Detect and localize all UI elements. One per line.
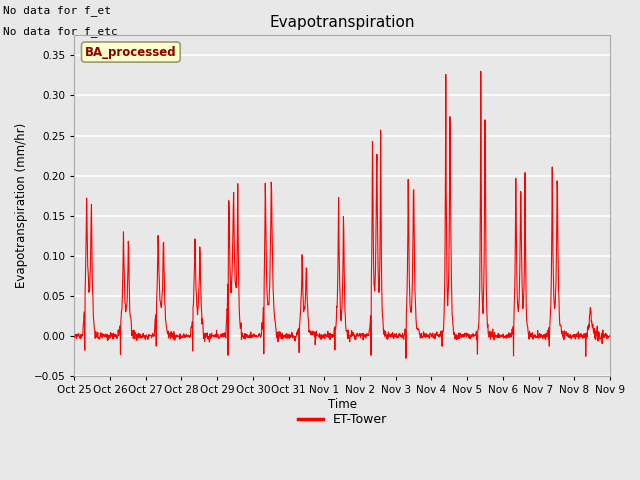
Y-axis label: Evapotranspiration (mm/hr): Evapotranspiration (mm/hr) (15, 123, 28, 288)
Text: No data for f_etc: No data for f_etc (3, 26, 118, 37)
Text: No data for f_et: No data for f_et (3, 5, 111, 16)
Legend: ET-Tower: ET-Tower (292, 408, 392, 431)
X-axis label: Time: Time (328, 398, 356, 411)
Title: Evapotranspiration: Evapotranspiration (269, 15, 415, 30)
Text: BA_processed: BA_processed (85, 46, 177, 59)
